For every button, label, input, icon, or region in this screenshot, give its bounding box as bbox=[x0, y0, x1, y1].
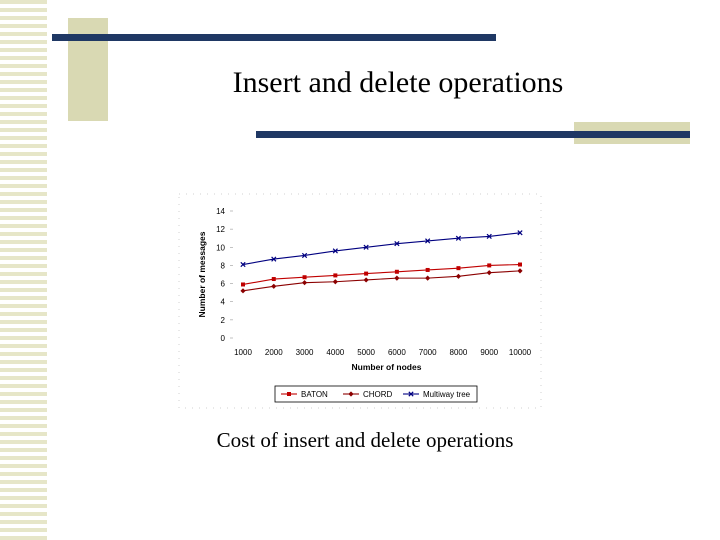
x-axis-title: Number of nodes bbox=[352, 362, 422, 372]
data-point bbox=[333, 273, 338, 278]
accent-bar-top bbox=[52, 34, 496, 41]
legend-label: CHORD bbox=[363, 390, 393, 399]
data-point bbox=[271, 277, 276, 282]
data-point bbox=[487, 263, 492, 268]
data-point bbox=[394, 241, 400, 247]
x-tick-label: 10000 bbox=[509, 348, 532, 357]
series-line-2 bbox=[242, 232, 521, 266]
x-tick-label: 9000 bbox=[480, 348, 498, 357]
data-point bbox=[455, 235, 462, 241]
data-point bbox=[241, 282, 245, 287]
y-tick-label: 2 bbox=[221, 316, 226, 325]
data-point bbox=[518, 262, 522, 267]
legend-box bbox=[274, 385, 478, 403]
data-point bbox=[455, 273, 462, 279]
x-tick-label: 2000 bbox=[265, 348, 283, 357]
series-line-1 bbox=[242, 270, 521, 292]
data-point bbox=[363, 277, 369, 283]
data-point bbox=[364, 271, 369, 276]
slide-caption: Cost of insert and delete operations bbox=[216, 428, 514, 452]
y-tick-label: 4 bbox=[221, 298, 226, 307]
x-tick-label: 5000 bbox=[357, 348, 375, 357]
y-tick-label: 6 bbox=[221, 280, 226, 289]
y-axis-title: Number of messages bbox=[197, 231, 207, 317]
data-point bbox=[240, 288, 246, 294]
slide-title: Insert and delete operations bbox=[232, 66, 564, 99]
data-point bbox=[332, 248, 338, 254]
accent-bar-bottom bbox=[256, 131, 690, 138]
x-tick-label: 4000 bbox=[326, 348, 344, 357]
data-point bbox=[301, 252, 308, 259]
x-tick-label: 3000 bbox=[296, 348, 314, 357]
data-point bbox=[363, 244, 369, 250]
data-point bbox=[486, 270, 492, 276]
data-point bbox=[394, 275, 400, 281]
x-tick-label: 1000 bbox=[234, 348, 252, 357]
data-point bbox=[456, 266, 461, 271]
legend-marker bbox=[408, 391, 414, 397]
data-point bbox=[517, 230, 523, 236]
legend-marker bbox=[348, 391, 354, 397]
chart-frame bbox=[178, 193, 542, 409]
left-decorative-strip bbox=[0, 0, 50, 540]
data-point bbox=[332, 279, 338, 285]
x-tick-label: 6000 bbox=[388, 348, 406, 357]
line-chart: 0 2 4 6 8 10 12 14 Number of messages 1000 2000 300… bbox=[178, 193, 542, 409]
data-point bbox=[240, 261, 246, 268]
legend-label: BATON bbox=[301, 390, 328, 399]
y-tick-label: 10 bbox=[216, 243, 225, 252]
data-point bbox=[302, 275, 307, 280]
data-point bbox=[271, 256, 277, 262]
x-tick-label: 8000 bbox=[450, 348, 468, 357]
data-point bbox=[425, 238, 431, 244]
data-point bbox=[425, 275, 431, 281]
legend-marker bbox=[287, 392, 291, 396]
y-tick-label: 12 bbox=[216, 225, 225, 234]
data-point bbox=[394, 269, 399, 274]
data-point bbox=[517, 268, 523, 274]
data-point bbox=[301, 280, 308, 286]
data-point bbox=[271, 283, 277, 289]
y-tick-label: 0 bbox=[221, 334, 226, 343]
y-tick-label: 8 bbox=[221, 261, 226, 270]
data-point bbox=[486, 233, 492, 240]
y-tick-label: 14 bbox=[216, 207, 225, 216]
data-point bbox=[425, 267, 430, 272]
series-line-0 bbox=[242, 263, 521, 286]
x-tick-label: 7000 bbox=[419, 348, 437, 357]
legend-label: Multiway tree bbox=[423, 390, 471, 399]
